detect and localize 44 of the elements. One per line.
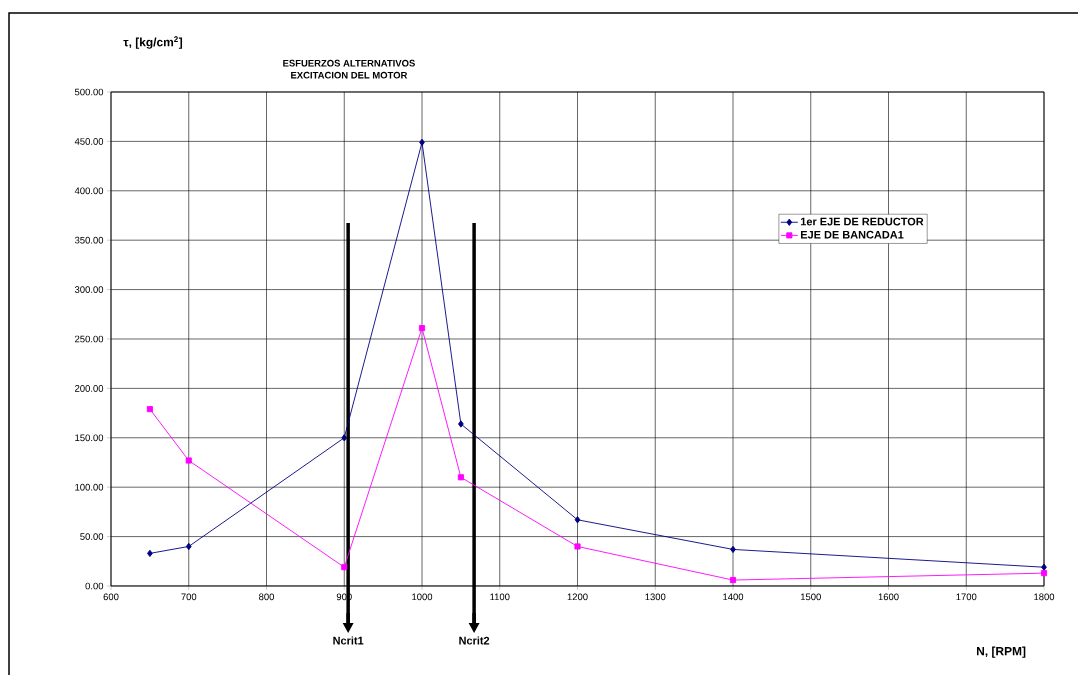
x-tick-label: 600 [103, 593, 119, 601]
point [457, 474, 464, 481]
point [418, 325, 426, 332]
point [341, 434, 348, 442]
y-tick-label: 400.00 [74, 187, 104, 195]
x-tick-label: 700 [181, 593, 197, 601]
y-tick-label: 450.00 [74, 138, 104, 145]
point [574, 516, 581, 524]
x-tick-label: 1800 [1034, 593, 1055, 601]
x-tick-label: 1300 [645, 593, 666, 601]
y-tick-label: 100.00 [75, 483, 104, 491]
y-tick-label: 50.00 [80, 533, 104, 540]
ref-line-label: Ncrit1 [333, 636, 364, 645]
point [729, 577, 737, 584]
point [574, 543, 581, 550]
y-tick-label: 300.00 [74, 286, 104, 293]
point [1040, 570, 1048, 577]
x-tick-label: 800 [259, 593, 275, 601]
y-tick-label: 200.00 [75, 385, 104, 392]
y-tick-label: 150.00 [75, 434, 104, 442]
point [458, 420, 464, 428]
y-tick-label: 350.00 [74, 236, 104, 244]
y-tick-label: 250.00 [75, 335, 104, 343]
legend-label: 1er EJE DE REDUCTOR [800, 217, 924, 226]
x-tick-label: 1200 [567, 593, 588, 601]
point [341, 564, 348, 571]
legend-label: EJE DE BANCADA1 [801, 230, 904, 239]
y-axis-title: τ, [kg/cm$^{2}$] [123, 36, 183, 49]
point [185, 457, 192, 464]
y-tick-label: 500.00 [74, 88, 104, 96]
x-tick-label: 1500 [800, 593, 821, 601]
x-tick-label: 1700 [956, 593, 977, 601]
x-tick-label: 1600 [878, 593, 899, 601]
x-tick-label: 1000 [412, 593, 433, 601]
point [185, 542, 192, 551]
y-tick-label: 0.00 [85, 582, 104, 590]
x-tick-label: 1400 [723, 593, 744, 601]
point [146, 406, 153, 413]
point [1041, 563, 1047, 571]
ref-line-label: Ncrit2 [459, 636, 490, 645]
chart-subtitle: EXCITACION DEL MOTOR [291, 71, 408, 79]
x-tick-label: 1100 [490, 593, 510, 601]
chart-title: ESFUERZOS ALTERNATIVOS [283, 59, 415, 67]
x-axis-title: N, [RPM] [976, 646, 1026, 658]
